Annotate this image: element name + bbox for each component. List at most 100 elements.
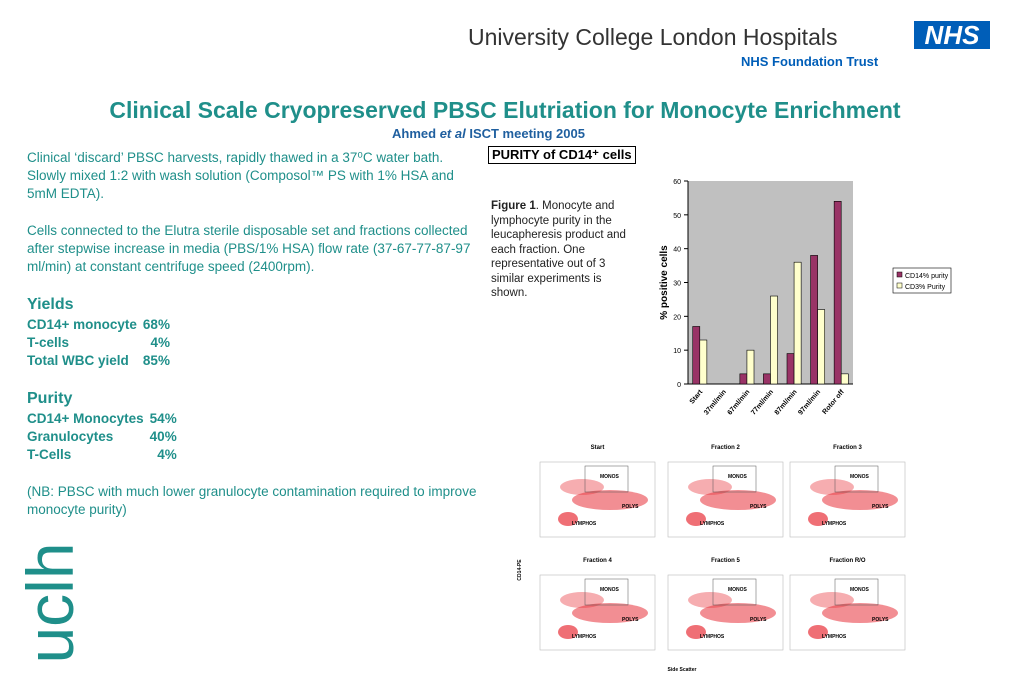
panel-title: Fraction R/O — [829, 558, 865, 564]
figure-heading: PURITY of CD14⁺ cells — [488, 146, 636, 164]
cell-cloud — [700, 490, 776, 510]
gate — [712, 578, 757, 606]
gate-label: LYMPHOS — [572, 634, 597, 640]
bar — [770, 295, 778, 385]
panel-title: Fraction 2 — [711, 445, 740, 451]
cell: 4% — [157, 447, 177, 462]
flow-x-label: Side Scatter — [668, 667, 697, 673]
caption-text: . Monocyte and lymphocyte purity in the … — [491, 200, 626, 299]
cell-cloud — [822, 603, 898, 623]
gate — [584, 465, 629, 493]
cell: 54% — [149, 411, 177, 426]
x-tick-label: 77ml/min — [750, 389, 775, 417]
cell-cloud — [560, 592, 604, 608]
cell-cloud — [688, 592, 732, 608]
cell-cloud — [822, 490, 898, 510]
gate-label: MONOS — [728, 474, 748, 480]
cell-cloud — [686, 512, 706, 526]
bar — [817, 309, 826, 385]
gate-label: MONOS — [850, 474, 870, 480]
bar — [739, 373, 748, 385]
panel-title: Fraction 4 — [583, 558, 612, 564]
cell-cloud — [572, 490, 648, 510]
y-tick-label: 10 — [673, 348, 681, 355]
gate-label: LYMPHOS — [822, 521, 847, 527]
cell: 4% — [150, 335, 170, 350]
bar — [786, 353, 795, 385]
gate-label: LYMPHOS — [822, 634, 847, 640]
bar — [692, 326, 701, 385]
bar — [699, 339, 708, 385]
cell: 68% — [142, 317, 170, 332]
gate-label: POLYS — [750, 504, 767, 510]
gate-label: MONOS — [600, 474, 620, 480]
gate-label: POLYS — [872, 504, 889, 510]
meeting: ISCT meeting 2005 — [469, 126, 585, 141]
cell: T-cells — [27, 335, 70, 350]
cell-cloud — [572, 603, 648, 623]
legend-swatch — [896, 271, 903, 278]
cell: CD14+ monocyte — [27, 317, 137, 332]
bar — [763, 373, 771, 385]
x-tick-label: Rotor off — [821, 388, 846, 416]
gate-label: MONOS — [850, 587, 870, 593]
cell: 85% — [142, 353, 170, 368]
legend-swatch — [896, 282, 903, 289]
cell-cloud — [686, 625, 706, 639]
cell: 40% — [149, 429, 177, 444]
figure-label: Figure 1 — [491, 200, 536, 212]
author: Ahmed — [392, 126, 437, 141]
gate-label: POLYS — [750, 617, 767, 623]
y-tick-label: 60 — [673, 179, 681, 186]
purity-table: CD14+ Monocytes 54% Granulocytes 40% T-Cel… — [27, 410, 183, 464]
flow-y-label: CD14-PE — [517, 559, 523, 581]
trust-name: NHS Foundation Trust — [741, 54, 879, 69]
cell-cloud — [688, 479, 732, 495]
gate-label: MONOS — [728, 587, 748, 593]
legend-label: CD3% Purity — [905, 284, 946, 291]
figure-caption: Figure 1. Monocyte and lymphocyte purity… — [491, 199, 631, 301]
x-tick-label: 37ml/min — [703, 389, 728, 417]
paragraph: Clinical ‘discard’ PBSC harvests, rapidl… — [27, 150, 454, 201]
cell-cloud — [560, 479, 604, 495]
cell-cloud — [810, 592, 854, 608]
cell-cloud — [810, 479, 854, 495]
cell-cloud — [558, 625, 578, 639]
y-tick-label: 20 — [673, 314, 681, 321]
cell-cloud — [808, 625, 828, 639]
y-axis-label: % positive cells — [659, 245, 670, 320]
cell-cloud — [808, 512, 828, 526]
gate-label: LYMPHOS — [700, 521, 725, 527]
cell-cloud — [700, 603, 776, 623]
x-tick-label: 67ml/min — [727, 389, 752, 417]
cell-cloud — [558, 512, 578, 526]
section-heading: Yields — [27, 296, 74, 313]
yields-table: CD14+ monocyte 68% T-cells 4% Total WBC yi… — [27, 316, 176, 370]
y-tick-label: 0 — [677, 382, 681, 389]
paragraph: Cells connected to the Elutra sterile di… — [27, 223, 471, 274]
note: (NB: PBSC with much lower granulocyte co… — [27, 484, 477, 517]
gate — [834, 465, 879, 493]
gate-label: LYMPHOS — [572, 521, 597, 527]
panel-title: Start — [591, 445, 605, 451]
gate-label: POLYS — [622, 504, 639, 510]
nhs-badge: NHS — [914, 21, 990, 49]
panel-title: Fraction 5 — [711, 558, 740, 564]
byline: Ahmed et al ISCT meeting 2005 — [392, 126, 585, 141]
bar — [833, 201, 842, 385]
title: Clinical Scale Cryopreserved PBSC Elutri… — [109, 97, 901, 123]
bar — [793, 261, 802, 385]
gate-label: POLYS — [872, 617, 889, 623]
cell: T-Cells — [27, 447, 72, 462]
gate — [584, 578, 629, 606]
gate-label: POLYS — [622, 617, 639, 623]
bar — [810, 255, 818, 385]
section-heading: Purity — [27, 390, 73, 407]
gate — [712, 465, 757, 493]
gate — [834, 578, 879, 606]
y-tick-label: 50 — [673, 213, 681, 220]
x-tick-label: 87ml/min — [774, 389, 799, 417]
bar — [746, 349, 755, 385]
